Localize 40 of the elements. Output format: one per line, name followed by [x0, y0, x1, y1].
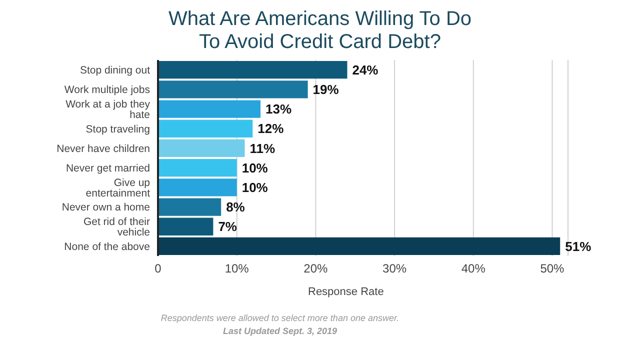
data-label: 51% — [565, 238, 592, 254]
bar — [158, 237, 560, 256]
y-tick-label: Stop dining out — [80, 64, 150, 77]
y-tick-label: Work multiple jobs — [64, 84, 150, 96]
y-tick-label: Work at a job they hate — [66, 98, 151, 121]
data-label: 12% — [258, 121, 284, 136]
bar — [158, 178, 237, 196]
bar — [158, 139, 245, 158]
bar — [158, 120, 253, 138]
bar — [158, 159, 237, 177]
x-tick-label: 40% — [461, 262, 486, 276]
y-tick-label: Stop traveling — [86, 123, 150, 136]
data-label: 8% — [226, 200, 246, 215]
data-label: 7% — [218, 219, 238, 234]
text: Respondents were allowed to select more than one answer. — [160, 312, 400, 325]
bar — [158, 100, 260, 118]
y-tick-label: Never own a home — [62, 202, 150, 214]
x-axis-title: Response Rate — [308, 286, 384, 298]
data-label: 19% — [312, 82, 340, 98]
y-tick-label: Give up entertainment — [86, 176, 150, 200]
x-tick-label: 0 — [154, 262, 162, 276]
bar — [158, 61, 348, 79]
x-tick-label: 30% — [382, 262, 407, 276]
data-label: 10% — [242, 180, 268, 196]
x-tick-label: 50% — [540, 262, 565, 276]
data-label: 11% — [250, 140, 276, 156]
bar — [158, 80, 308, 98]
y-tick-label: Never get married — [66, 162, 150, 175]
bar — [158, 198, 222, 216]
chart-title: What Are Americans Willing To Do To Avoid Credit Card Debt? — [167, 8, 473, 54]
x-tick-label: 20% — [304, 262, 328, 276]
data-label: 10% — [242, 160, 268, 176]
y-tick-label: None of the above — [64, 240, 150, 253]
y-tick-label: Get rid of their vehicle — [83, 216, 150, 239]
data-label: 24% — [352, 62, 379, 78]
text: Last Updated Sept. 3, 2019 — [222, 325, 338, 338]
bar — [158, 218, 214, 236]
x-tick-label: 10% — [224, 262, 250, 276]
y-tick-label: Never have children — [56, 142, 150, 155]
data-label: 13% — [266, 102, 292, 117]
